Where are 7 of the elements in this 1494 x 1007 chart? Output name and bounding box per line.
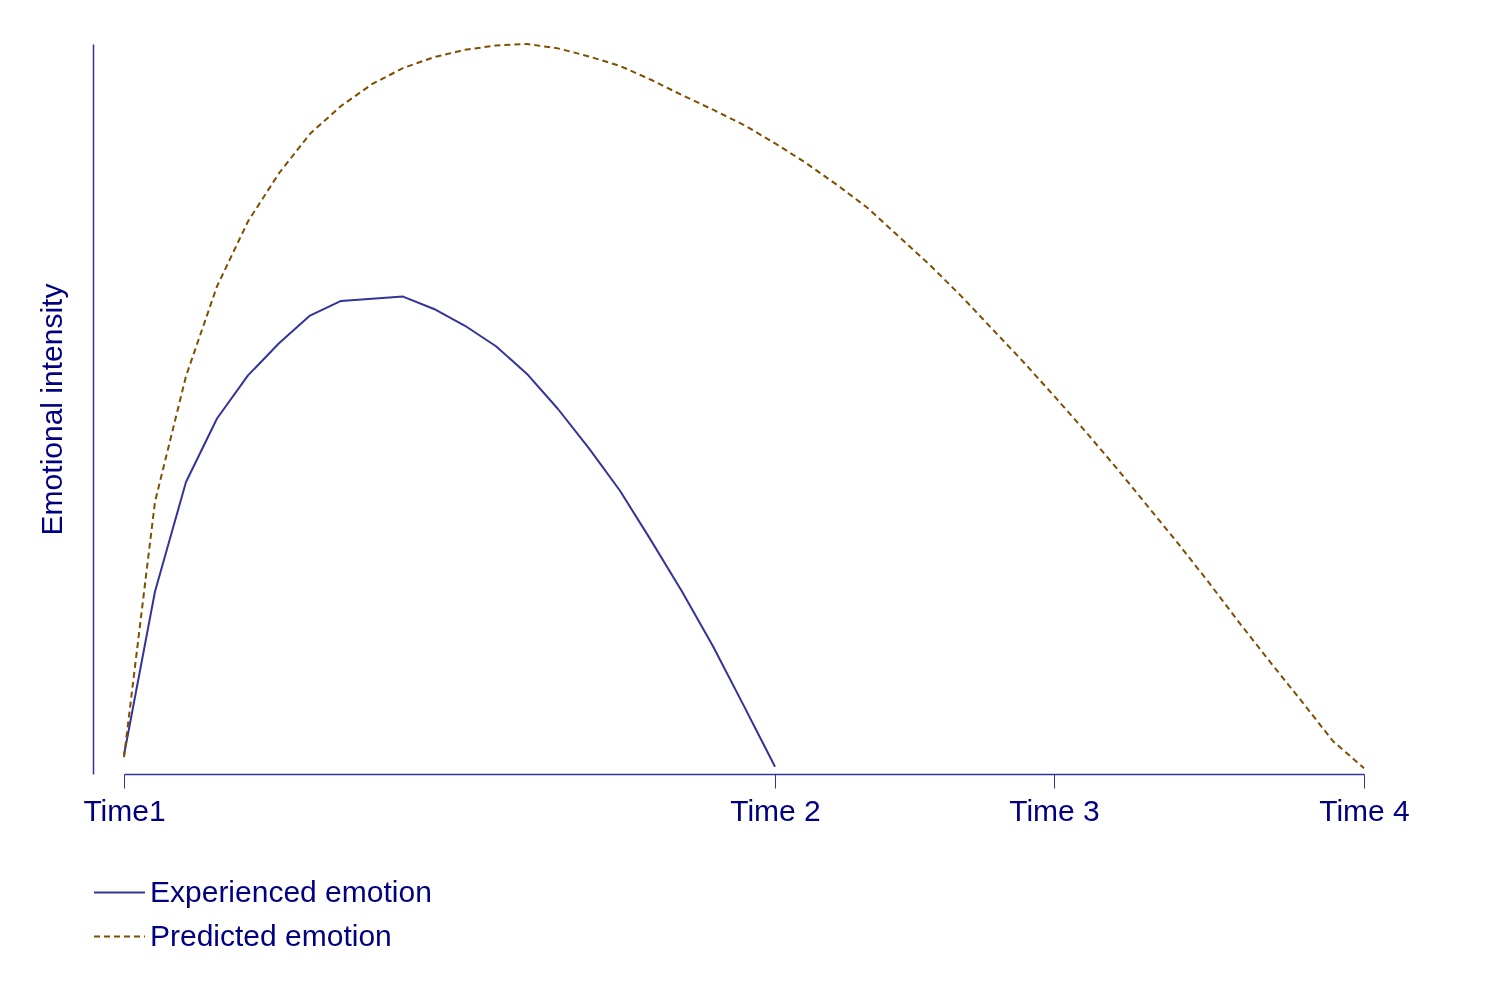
- x-tick-label: Time 4: [1319, 793, 1410, 827]
- x-tick-label: Time 2: [730, 793, 821, 827]
- x-tick-label: Time 3: [1009, 793, 1100, 827]
- legend-label: Predicted emotion: [150, 918, 392, 952]
- legend-label: Experienced emotion: [150, 874, 432, 908]
- x-tick-label: Time1: [83, 793, 166, 827]
- y-axis-title: Emotional intensity: [34, 283, 68, 536]
